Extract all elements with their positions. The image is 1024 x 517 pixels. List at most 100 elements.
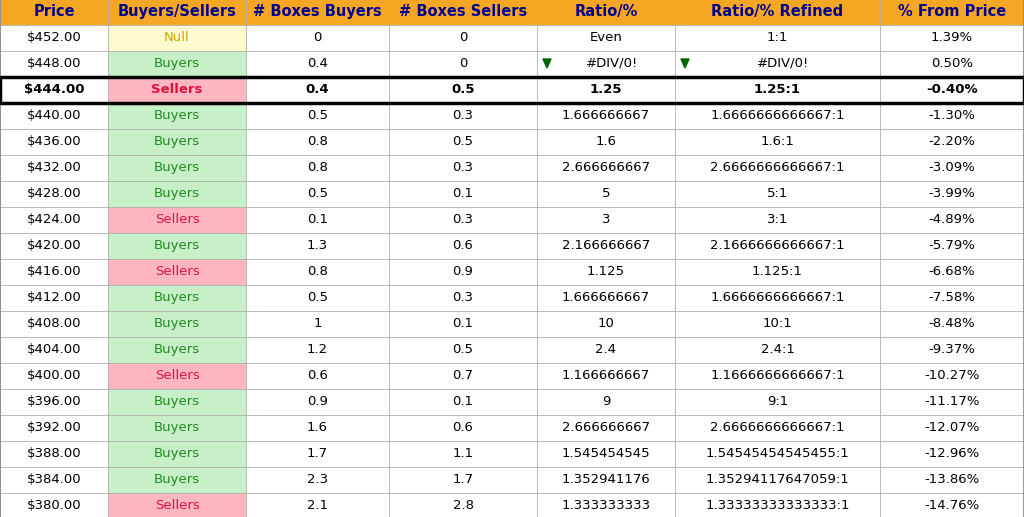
Text: 1.125: 1.125 — [587, 265, 625, 278]
Bar — [675, 440, 880, 466]
Bar — [108, 180, 246, 206]
Text: 1.35294117647059:1: 1.35294117647059:1 — [706, 473, 849, 486]
Bar — [246, 284, 389, 311]
Text: -12.07%: -12.07% — [925, 421, 980, 434]
Text: 1.25: 1.25 — [590, 83, 623, 96]
Text: 9: 9 — [602, 395, 610, 408]
Text: 0.9: 0.9 — [307, 395, 328, 408]
Bar — [389, 155, 537, 180]
Text: 2.6666666666667:1: 2.6666666666667:1 — [711, 161, 845, 174]
Text: 1.545454545: 1.545454545 — [562, 447, 650, 460]
Bar — [880, 388, 1024, 415]
Bar — [108, 284, 246, 311]
Text: -10.27%: -10.27% — [925, 369, 980, 382]
Bar — [0, 362, 108, 388]
Bar — [389, 206, 537, 233]
Bar — [537, 388, 675, 415]
Text: 2.666666667: 2.666666667 — [562, 161, 650, 174]
Text: 2.4:1: 2.4:1 — [761, 343, 795, 356]
Text: 1.33333333333333:1: 1.33333333333333:1 — [706, 499, 850, 512]
Text: 2.166666667: 2.166666667 — [562, 239, 650, 252]
Bar — [0, 51, 108, 77]
Bar — [0, 466, 108, 493]
Text: 1:1: 1:1 — [767, 31, 788, 44]
Text: Buyers: Buyers — [154, 109, 200, 122]
Bar — [0, 206, 108, 233]
Bar — [537, 206, 675, 233]
Text: -6.68%: -6.68% — [929, 265, 975, 278]
Text: Buyers: Buyers — [154, 135, 200, 148]
Bar — [537, 233, 675, 258]
Text: 1.25:1: 1.25:1 — [754, 83, 801, 96]
Text: 0.50%: 0.50% — [931, 57, 973, 70]
Text: -5.79%: -5.79% — [929, 239, 976, 252]
Text: 2.4: 2.4 — [596, 343, 616, 356]
Bar — [108, 415, 246, 440]
Text: $404.00: $404.00 — [27, 343, 81, 356]
Bar — [246, 51, 389, 77]
Bar — [389, 415, 537, 440]
Bar — [675, 24, 880, 51]
Bar — [675, 388, 880, 415]
Bar — [389, 440, 537, 466]
Text: $388.00: $388.00 — [27, 447, 81, 460]
Text: 0.8: 0.8 — [307, 161, 328, 174]
Bar — [537, 180, 675, 206]
Text: -1.30%: -1.30% — [929, 109, 976, 122]
Text: Buyers: Buyers — [154, 447, 200, 460]
Bar — [880, 102, 1024, 129]
Bar — [389, 102, 537, 129]
Bar — [675, 337, 880, 362]
Bar — [246, 129, 389, 155]
Text: -4.89%: -4.89% — [929, 213, 975, 226]
Text: 0.8: 0.8 — [307, 135, 328, 148]
Bar — [880, 362, 1024, 388]
Bar — [675, 362, 880, 388]
Text: 0.7: 0.7 — [453, 369, 473, 382]
Bar — [108, 440, 246, 466]
Text: 1.1: 1.1 — [453, 447, 473, 460]
Text: #DIV/0!: #DIV/0! — [586, 57, 638, 70]
Text: 3:1: 3:1 — [767, 213, 788, 226]
Text: 1.333333333: 1.333333333 — [561, 499, 650, 512]
Text: Buyers: Buyers — [154, 317, 200, 330]
Text: Buyers: Buyers — [154, 343, 200, 356]
Text: 1.39%: 1.39% — [931, 31, 973, 44]
Text: 1.7: 1.7 — [453, 473, 473, 486]
Bar — [537, 284, 675, 311]
Text: Buyers: Buyers — [154, 187, 200, 200]
Bar — [0, 493, 108, 517]
Text: 0.1: 0.1 — [453, 317, 473, 330]
Text: Buyers: Buyers — [154, 421, 200, 434]
Bar — [675, 129, 880, 155]
Bar — [0, 440, 108, 466]
Bar — [880, 233, 1024, 258]
Text: $448.00: $448.00 — [27, 57, 81, 70]
Bar — [389, 337, 537, 362]
Bar — [675, 466, 880, 493]
Bar — [880, 415, 1024, 440]
Bar — [537, 362, 675, 388]
Bar — [246, 24, 389, 51]
Bar — [108, 102, 246, 129]
Bar — [246, 0, 389, 24]
Bar — [108, 466, 246, 493]
Text: -13.86%: -13.86% — [925, 473, 980, 486]
Bar — [0, 388, 108, 415]
Text: $392.00: $392.00 — [27, 421, 81, 434]
Bar — [880, 180, 1024, 206]
Text: $408.00: $408.00 — [27, 317, 81, 330]
Text: Buyers/Sellers: Buyers/Sellers — [118, 4, 237, 19]
Text: 9:1: 9:1 — [767, 395, 788, 408]
Text: $380.00: $380.00 — [27, 499, 81, 512]
Bar — [0, 24, 108, 51]
Text: 0.6: 0.6 — [453, 421, 473, 434]
Text: -14.76%: -14.76% — [925, 499, 980, 512]
Bar — [0, 337, 108, 362]
Bar — [675, 311, 880, 337]
Text: 1.6666666666667:1: 1.6666666666667:1 — [711, 109, 845, 122]
Text: 0.5: 0.5 — [307, 187, 328, 200]
Text: 1.7: 1.7 — [307, 447, 328, 460]
Bar — [108, 77, 246, 102]
Bar — [389, 129, 537, 155]
